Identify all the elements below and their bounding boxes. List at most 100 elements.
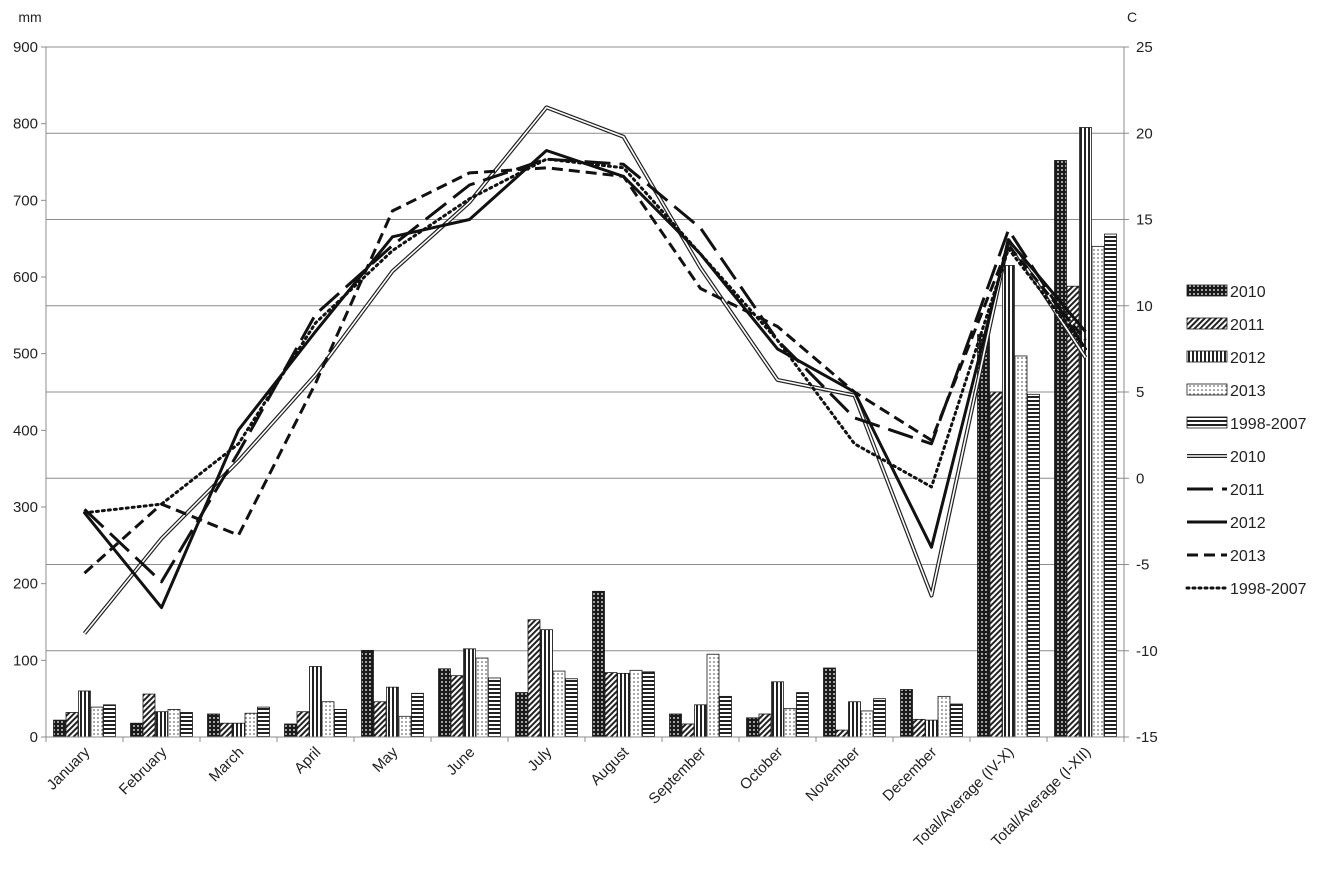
legend-label: 2011 [1230, 317, 1265, 334]
right-tick-label: -15 [1136, 729, 1158, 746]
bar-2011 [65, 712, 79, 738]
category-label: June [443, 744, 478, 779]
right-tick-label: -5 [1136, 557, 1149, 574]
category-label: December [879, 744, 940, 805]
bar-2011 [527, 619, 541, 738]
bar-2013 [475, 657, 489, 738]
category-label: August [587, 743, 633, 789]
bar-2012 [771, 681, 784, 738]
bar-1998-2007 [642, 671, 655, 738]
bar-2013 [860, 710, 874, 738]
bar-2011 [604, 672, 618, 738]
right-tick-label: 10 [1136, 298, 1153, 315]
bar-2010 [977, 334, 990, 738]
legend-label: 1998-2007 [1230, 581, 1307, 598]
right-tick-label: -10 [1136, 643, 1158, 660]
right-tick-label: 20 [1136, 125, 1153, 142]
bar-1998-2007 [334, 709, 347, 738]
bar-2013 [629, 669, 643, 738]
right-axis-unit: C [1127, 9, 1137, 25]
bar-2011 [835, 729, 849, 738]
right-tick-label: 25 [1136, 39, 1153, 56]
right-tick-label: 0 [1136, 470, 1144, 487]
legend-label: 1998-2007 [1230, 416, 1307, 433]
legend-label: 2012 [1230, 350, 1266, 367]
bar-2012 [540, 629, 553, 738]
category-label: May [369, 743, 401, 775]
bar-2013 [937, 695, 951, 738]
bar-2011 [296, 711, 310, 738]
line-2010 [82, 105, 1088, 635]
bar-2012 [309, 666, 322, 738]
bar-2010 [284, 723, 297, 738]
legend-label: 2013 [1230, 548, 1266, 565]
bar-2013 [1091, 245, 1105, 738]
legend-label: 2013 [1230, 383, 1266, 400]
bar-2010 [669, 713, 682, 738]
bar-2012 [232, 722, 245, 738]
bar-2013 [783, 708, 797, 738]
bar-2011 [142, 693, 156, 738]
bar-1998-2007 [873, 698, 886, 738]
bar-1998-2007 [719, 695, 732, 738]
bar-2013 [321, 701, 335, 738]
bar-2010 [438, 668, 451, 738]
right-tick-label: 15 [1136, 212, 1153, 229]
bar-2010 [53, 719, 66, 738]
bar-2011 [912, 718, 926, 738]
bar-2013 [706, 653, 720, 738]
bar-2011 [373, 701, 387, 738]
bar-2012 [925, 719, 938, 738]
bar-1998-2007 [180, 712, 193, 738]
bar-2011 [1066, 285, 1080, 738]
category-label: September [645, 744, 709, 808]
line-2013 [83, 166, 1087, 575]
bar-2012 [617, 672, 630, 738]
bar-1998-2007 [103, 704, 116, 738]
legend-label: 2010 [1230, 284, 1266, 301]
left-tick-label: 700 [13, 192, 38, 209]
line-2011 [83, 157, 1087, 584]
category-label: February [116, 743, 171, 798]
legend: 2010 2011 2012 2013 1998-2007 2010 2011 2012 201… [1185, 284, 1307, 598]
legend-swatch-2012 [1186, 350, 1228, 363]
left-tick-label: 300 [13, 499, 38, 516]
left-axis-unit: mm [18, 9, 41, 25]
bar-2012 [463, 648, 476, 738]
category-label: October [737, 744, 787, 794]
left-tick-label: 400 [13, 422, 38, 439]
bar-1998-2007 [488, 677, 501, 738]
legend-swatch-1998-2007 [1186, 416, 1228, 429]
bar-2012 [386, 686, 399, 738]
bar-2010 [823, 667, 836, 738]
bar-2013 [90, 706, 104, 738]
bar-1998-2007 [565, 678, 578, 738]
line-series [82, 105, 1088, 635]
bar-2010 [130, 722, 143, 738]
left-tick-label: 600 [13, 269, 38, 286]
bar-2012 [1002, 265, 1015, 738]
line-1998-2007 [83, 157, 1087, 515]
bar-2013 [1014, 355, 1028, 738]
legend-label: 2012 [1230, 515, 1266, 532]
legend-swatch-2011 [1186, 317, 1228, 330]
bar-2010 [900, 689, 913, 738]
bar-2013 [552, 670, 566, 738]
bar-2012 [694, 704, 707, 738]
category-label: April [291, 744, 324, 777]
bar-2010 [1054, 160, 1067, 738]
category-label: November [802, 744, 863, 805]
right-tick-label: 5 [1136, 384, 1144, 401]
legend-label: 2011 [1230, 482, 1265, 499]
bar-2013 [398, 715, 412, 738]
bar-2012 [78, 690, 91, 738]
left-tick-label: 100 [13, 652, 38, 669]
bar-2011 [681, 723, 695, 738]
bar-2012 [848, 701, 861, 738]
left-tick-label: 900 [13, 39, 38, 56]
bar-1998-2007 [1104, 233, 1117, 738]
gridlines [46, 46, 1124, 652]
bar-2010 [515, 692, 528, 738]
line-2010-inner [83, 106, 1087, 635]
